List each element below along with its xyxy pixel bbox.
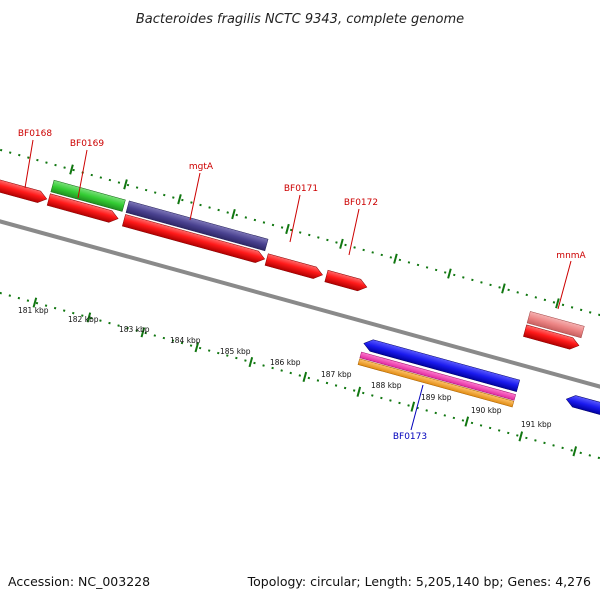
kbp-label: 185 kbp [220, 347, 251, 356]
major-tick [140, 327, 146, 338]
kbp-label: 181 kbp [18, 306, 49, 315]
gene-arrow-mgta[interactable] [122, 214, 266, 264]
gene-arrow-offscreen-reverse[interactable] [565, 393, 600, 421]
leader-line-bf0171 [289, 194, 301, 243]
gene-label-mnma[interactable]: mnmA [556, 251, 586, 261]
map-title: Bacteroides fragilis NCTC 9343, complete… [136, 12, 464, 27]
kbp-label: 186 kbp [270, 358, 301, 367]
gene-label-bf0173[interactable]: BF0173 [393, 432, 427, 442]
leader-line-bf0172 [348, 208, 360, 256]
major-tick [248, 356, 254, 368]
major-tick [177, 194, 182, 205]
genome-summary-text: Topology: circular; Length: 5,205,140 bp… [247, 574, 591, 589]
gene-arrow-bf0172[interactable] [324, 269, 369, 293]
gene-block-bf0169[interactable] [50, 179, 126, 212]
genome-track [0, 148, 600, 460]
major-tick [501, 283, 506, 294]
gene-arrow-bf0169[interactable] [46, 193, 120, 225]
gene-label-bf0168[interactable]: BF0168 [18, 129, 53, 139]
kbp-label: 189 kbp [421, 393, 452, 402]
kbp-label: 183 kbp [119, 325, 150, 334]
gene-arrow-mnma[interactable] [523, 324, 580, 351]
major-tick [32, 297, 38, 308]
major-tick [339, 238, 344, 249]
gene-block-mgta[interactable] [125, 200, 269, 252]
gene-block-bf0173-feature-1[interactable] [359, 351, 517, 401]
dna-backbone [0, 214, 600, 394]
kbp-label: 190 kbp [471, 406, 502, 415]
major-ticks [32, 164, 578, 457]
major-tick [231, 209, 236, 220]
major-tick [555, 298, 560, 309]
leader-line-mnma [557, 260, 572, 310]
major-tick [464, 416, 470, 427]
gene-label-bf0171[interactable]: BF0171 [284, 184, 318, 194]
major-tick [69, 164, 74, 175]
forward-tick-scale [0, 148, 600, 327]
major-tick [393, 253, 398, 264]
gene-label-bf0172[interactable]: BF0172 [344, 198, 378, 208]
kbp-label: 188 kbp [371, 381, 402, 390]
gene-arrow-bf0173[interactable] [362, 338, 520, 392]
leader-line-mgta [189, 172, 201, 221]
major-tick [572, 446, 578, 457]
major-tick [194, 342, 200, 353]
major-tick [410, 401, 416, 412]
forward-genes [0, 177, 585, 351]
kbp-label: 187 kbp [321, 370, 352, 379]
gene-block-mnma[interactable] [526, 311, 585, 339]
leader-line-bf0169 [77, 149, 88, 199]
major-tick [86, 312, 92, 323]
gene-label-mgta[interactable]: mgtA [189, 162, 214, 172]
accession-text: Accession: NC_003228 [8, 574, 150, 589]
kbp-label: 184 kbp [170, 336, 201, 345]
reverse-tick-scale [0, 281, 600, 460]
leader-line-bf0168 [24, 139, 34, 189]
gene-label-leaders [24, 139, 572, 431]
major-tick [123, 179, 128, 190]
gene-arrow-bf0168[interactable] [0, 177, 48, 205]
leader-line-bf0173 [410, 384, 424, 431]
gene-label-bf0169[interactable]: BF0169 [70, 139, 105, 149]
major-tick [447, 268, 452, 279]
gene-labels: BF0168 BF0169 mgtA BF0171 BF0172 mnmA BF… [18, 129, 587, 442]
major-tick [518, 431, 524, 442]
major-tick [302, 371, 308, 382]
kbp-scale-labels: 181 kbp 182 kbp 183 kbp 184 kbp 185 kbp … [18, 306, 552, 429]
kbp-label: 182 kbp [68, 315, 99, 324]
reverse-genes [357, 338, 600, 421]
gene-block-bf0173-feature-2[interactable] [357, 358, 515, 408]
kbp-label: 191 kbp [521, 420, 552, 429]
major-tick [356, 386, 362, 397]
gene-arrow-bf0171[interactable] [264, 253, 324, 281]
major-tick [285, 223, 290, 235]
